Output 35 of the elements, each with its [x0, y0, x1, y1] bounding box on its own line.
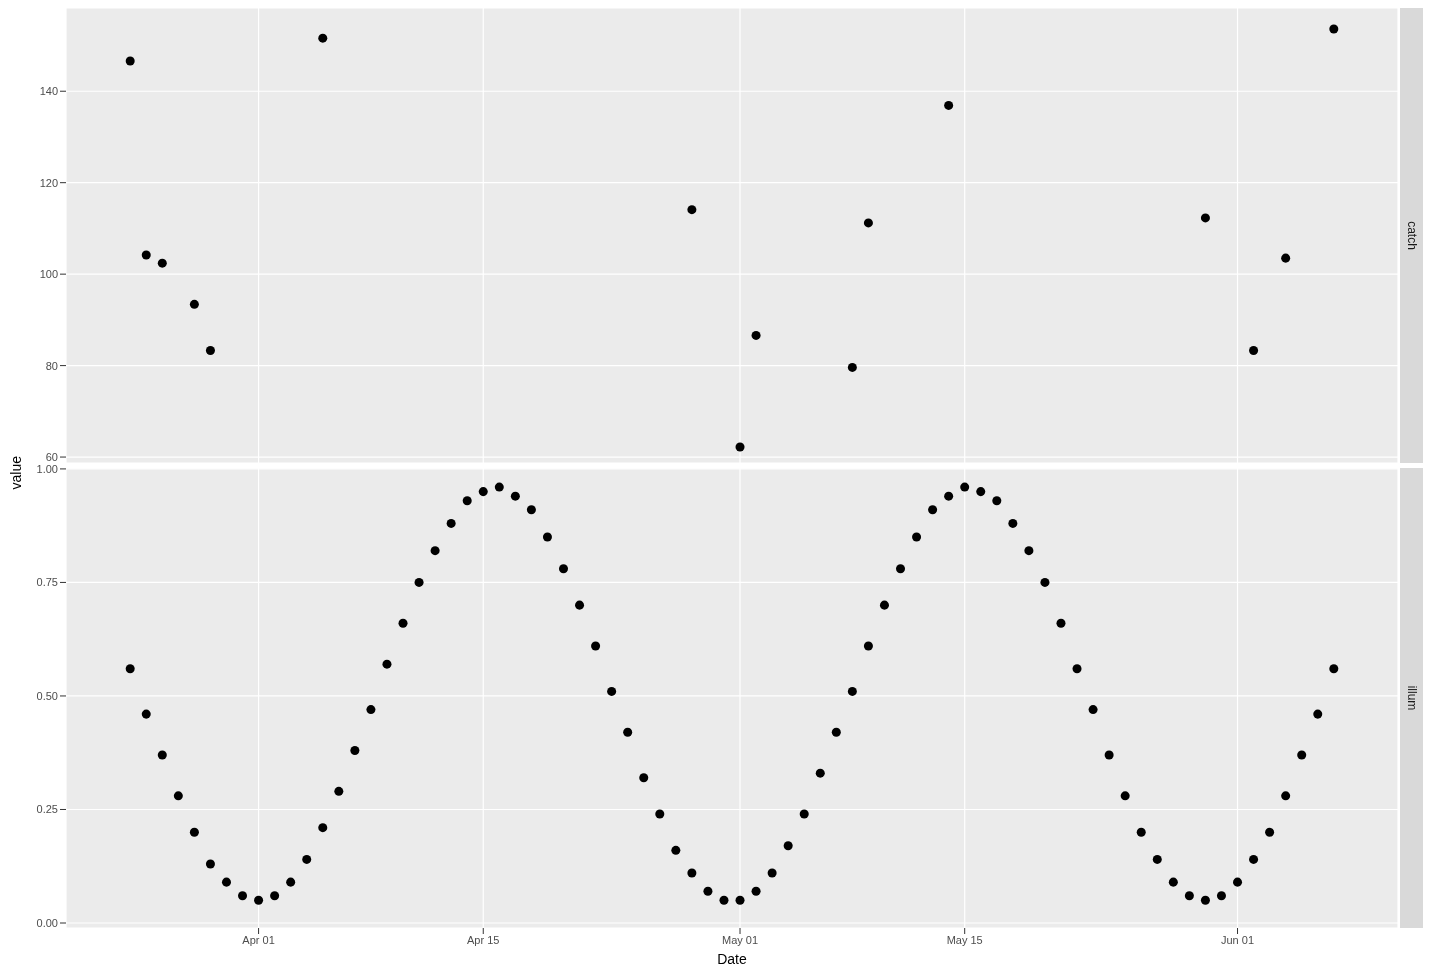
point	[189, 299, 199, 309]
x-tick-label: Apr 15	[467, 933, 500, 946]
y-tick-label: 60	[45, 450, 58, 463]
text: illum	[1404, 685, 1419, 711]
point	[687, 205, 697, 215]
point	[735, 442, 745, 452]
point	[847, 362, 857, 372]
point	[1329, 24, 1339, 34]
y-tick-label: 100	[39, 268, 58, 281]
x-tick-label: Jun 01	[1221, 933, 1255, 946]
y-tick-label: 1.00	[36, 462, 58, 475]
point	[1200, 213, 1210, 223]
point	[205, 346, 215, 356]
y-tick-label: 0.00	[36, 916, 58, 929]
y-tick-label: 120	[39, 176, 58, 189]
x-tick-label: May 01	[721, 933, 759, 946]
y-tick-label: 140	[39, 85, 58, 98]
point	[318, 33, 328, 43]
point	[1281, 253, 1291, 263]
point	[1249, 346, 1259, 356]
x-tick-label: May 15	[946, 933, 983, 946]
y-axis-title: value	[8, 456, 24, 490]
point	[125, 56, 135, 66]
point	[157, 258, 167, 268]
x-tick-label: Apr 01	[242, 933, 275, 946]
point	[944, 100, 954, 110]
y-tick-label: 0.50	[36, 689, 58, 702]
y-tick-label: 80	[45, 359, 58, 372]
y-tick-label: 0.25	[36, 803, 58, 816]
x-axis-title: Date	[717, 951, 747, 967]
point	[141, 250, 151, 260]
point	[751, 330, 761, 340]
y-tick-label: 0.75	[36, 576, 58, 589]
text: catch	[1404, 221, 1419, 250]
point	[863, 218, 873, 228]
